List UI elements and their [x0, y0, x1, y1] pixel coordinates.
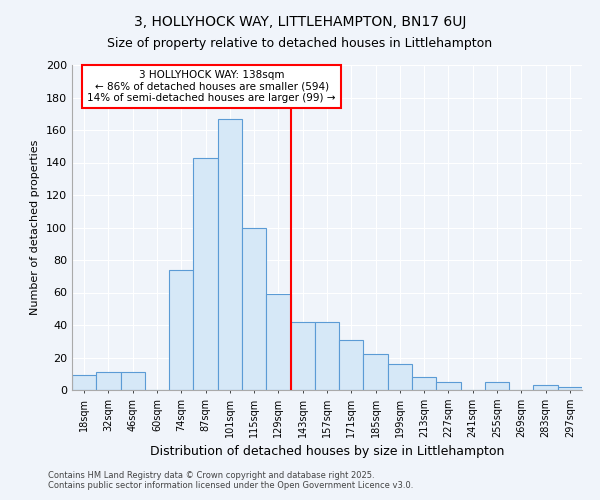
Bar	[121, 372, 145, 390]
Bar	[558, 387, 582, 390]
X-axis label: Distribution of detached houses by size in Littlehampton: Distribution of detached houses by size …	[150, 446, 504, 458]
Bar	[436, 382, 461, 390]
Bar	[533, 385, 558, 390]
Bar	[266, 294, 290, 390]
Text: Contains HM Land Registry data © Crown copyright and database right 2025.
Contai: Contains HM Land Registry data © Crown c…	[48, 470, 413, 490]
Bar	[315, 322, 339, 390]
Bar	[290, 322, 315, 390]
Bar	[412, 377, 436, 390]
Bar	[193, 158, 218, 390]
Text: 3 HOLLYHOCK WAY: 138sqm
← 86% of detached houses are smaller (594)
14% of semi-d: 3 HOLLYHOCK WAY: 138sqm ← 86% of detache…	[88, 70, 336, 103]
Bar	[364, 354, 388, 390]
Bar	[218, 118, 242, 390]
Y-axis label: Number of detached properties: Number of detached properties	[31, 140, 40, 315]
Bar	[242, 228, 266, 390]
Text: 3, HOLLYHOCK WAY, LITTLEHAMPTON, BN17 6UJ: 3, HOLLYHOCK WAY, LITTLEHAMPTON, BN17 6U…	[134, 15, 466, 29]
Bar	[388, 364, 412, 390]
Bar	[339, 340, 364, 390]
Bar	[96, 372, 121, 390]
Bar	[72, 376, 96, 390]
Text: Size of property relative to detached houses in Littlehampton: Size of property relative to detached ho…	[107, 38, 493, 51]
Bar	[485, 382, 509, 390]
Bar	[169, 270, 193, 390]
